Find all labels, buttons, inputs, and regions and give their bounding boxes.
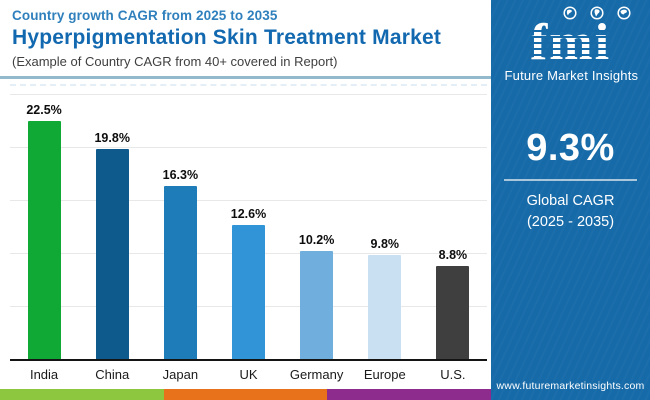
bar-chart: 22.5% 19.8% 16.3% 12.6% 10.2% 9.8% 8.8% xyxy=(0,79,491,361)
x-axis-label: U.S. xyxy=(440,367,466,382)
bar-value-label: 16.3% xyxy=(162,168,199,183)
bar-germany xyxy=(300,250,334,359)
bar-group: 12.6% xyxy=(214,207,282,359)
chart-section: Country growth CAGR from 2025 to 2035 Hy… xyxy=(0,0,492,400)
global-cagr-period: (2025 - 2035) xyxy=(526,214,615,231)
global-cagr-stat: 9.3% Global CAGR (2025 - 2035) xyxy=(491,127,650,233)
chart-note: (Example of Country CAGR from 40+ covere… xyxy=(12,54,338,69)
bar-china xyxy=(95,149,129,359)
website-url: www.futuremarketinsights.com xyxy=(496,380,645,392)
gridline xyxy=(10,200,487,201)
bar-group: 8.8% xyxy=(419,248,487,359)
bar-value-label: 12.6% xyxy=(230,207,267,222)
globe-americas-icon xyxy=(562,6,577,25)
globe-africa-icon xyxy=(589,6,604,25)
stat-divider xyxy=(504,179,637,181)
global-cagr-label: Global CAGR xyxy=(526,193,615,209)
bar-group: 16.3% xyxy=(146,168,214,359)
x-axis-label: India xyxy=(29,367,59,382)
footer-strip-segment xyxy=(163,389,328,400)
spacer xyxy=(0,382,491,389)
footer-strip xyxy=(0,389,492,400)
x-axis-label: Germany xyxy=(289,367,344,382)
x-axis-label: UK xyxy=(239,367,258,382)
globe-asia-icon xyxy=(616,6,631,25)
gridline xyxy=(10,94,487,95)
bar-group: 22.5% xyxy=(10,102,78,359)
bar-group: 19.8% xyxy=(78,131,146,359)
fmi-logotype: fmi xyxy=(529,17,612,69)
chart-subtitle: Country growth CAGR from 2025 to 2035 xyxy=(12,8,278,23)
bar-value-label: 10.2% xyxy=(298,232,335,247)
gridline xyxy=(10,147,487,148)
bar-group: 9.8% xyxy=(351,237,419,359)
logo-globes xyxy=(505,6,637,25)
side-panel: fmi Future Market Insights 9.3% Global C… xyxy=(491,0,650,400)
bar-value-label: 22.5% xyxy=(26,102,62,117)
bar-india xyxy=(27,120,61,359)
bar-us xyxy=(436,265,470,359)
fmi-logo-stripes xyxy=(529,26,612,61)
bar-value-label: 9.8% xyxy=(370,237,400,252)
x-axis-label: Japan xyxy=(162,367,199,382)
bars-row: 22.5% 19.8% 16.3% 12.6% 10.2% 9.8% 8.8% xyxy=(10,86,487,359)
x-axis-label: Europe xyxy=(363,367,406,382)
plot-area: 22.5% 19.8% 16.3% 12.6% 10.2% 9.8% 8.8% xyxy=(10,84,487,359)
bar-value-label: 8.8% xyxy=(438,247,468,262)
x-axis-line xyxy=(10,359,487,361)
logo-tagline: Future Market Insights xyxy=(504,68,639,83)
x-labels-row: India China Japan UK Germany Europe U.S. xyxy=(0,361,491,382)
footer-strip-segment xyxy=(0,389,164,400)
bar-europe xyxy=(368,255,402,359)
global-cagr-value: 9.3% xyxy=(526,127,615,169)
bar-value-label: 19.8% xyxy=(94,131,130,146)
bar-japan xyxy=(163,186,197,359)
bar-group: 10.2% xyxy=(283,233,351,359)
chart-title: Hyperpigmentation Skin Treatment Market xyxy=(12,26,442,49)
x-axis-label: China xyxy=(95,367,130,382)
fmi-logo: fmi Future Market Insights xyxy=(504,6,639,83)
footer-strip-segment xyxy=(327,389,492,400)
chart-header: Country growth CAGR from 2025 to 2035 Hy… xyxy=(0,0,491,79)
bar-uk xyxy=(231,225,265,359)
